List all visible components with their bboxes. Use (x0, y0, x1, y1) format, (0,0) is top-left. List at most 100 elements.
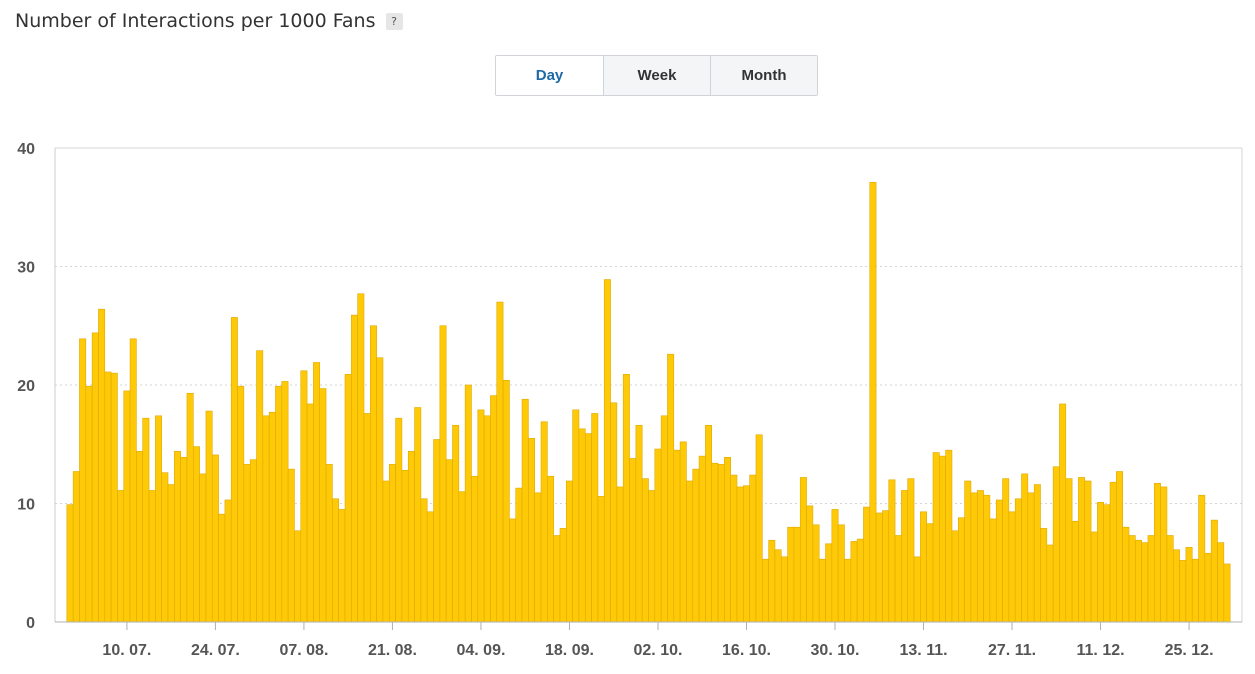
bar[interactable] (123, 390, 131, 623)
bar[interactable] (174, 451, 181, 623)
bar[interactable] (673, 449, 681, 623)
bar[interactable] (692, 468, 700, 623)
bar[interactable] (1065, 478, 1073, 623)
bar[interactable] (553, 535, 561, 623)
bar[interactable] (496, 301, 504, 623)
bar[interactable] (818, 558, 826, 623)
bar[interactable] (610, 402, 618, 623)
bar[interactable] (1103, 504, 1111, 623)
bar[interactable] (566, 480, 573, 623)
bar[interactable] (275, 385, 283, 623)
bar[interactable] (129, 338, 137, 623)
bar[interactable] (357, 293, 365, 623)
bar[interactable] (420, 498, 428, 623)
bar[interactable] (989, 518, 997, 623)
bar[interactable] (205, 410, 213, 623)
bar[interactable] (572, 409, 580, 623)
bar[interactable] (458, 491, 466, 623)
bar[interactable] (1071, 520, 1079, 623)
bar[interactable] (325, 464, 333, 623)
bar[interactable] (825, 543, 833, 623)
bar[interactable] (1052, 466, 1060, 623)
bar[interactable] (749, 474, 757, 623)
bar[interactable] (395, 417, 403, 623)
bar[interactable] (490, 395, 498, 623)
bar[interactable] (844, 558, 852, 623)
bar[interactable] (736, 486, 744, 623)
bar[interactable] (515, 487, 523, 623)
bar[interactable] (901, 490, 909, 623)
bar[interactable] (648, 490, 656, 623)
bar[interactable] (66, 504, 74, 623)
bar[interactable] (831, 509, 839, 623)
toggle-day-button[interactable]: Day (496, 56, 603, 95)
bar[interactable] (382, 480, 390, 623)
bar[interactable] (351, 314, 358, 623)
bar[interactable] (768, 539, 776, 623)
bar[interactable] (1191, 558, 1199, 623)
bar[interactable] (724, 456, 731, 623)
bar[interactable] (1217, 542, 1225, 623)
bar[interactable] (1002, 478, 1010, 623)
bar[interactable] (679, 441, 687, 623)
bar[interactable] (1109, 481, 1117, 623)
bar[interactable] (920, 511, 927, 623)
bar[interactable] (155, 415, 162, 623)
bar[interactable] (755, 434, 763, 623)
bar[interactable] (1141, 542, 1149, 623)
bar[interactable] (192, 446, 200, 623)
bar[interactable] (509, 518, 517, 623)
bar[interactable] (1027, 492, 1035, 623)
bar[interactable] (945, 449, 953, 623)
bar[interactable] (186, 392, 194, 623)
bar[interactable] (471, 475, 479, 623)
bar[interactable] (281, 381, 289, 623)
bar[interactable] (616, 486, 624, 623)
bar[interactable] (907, 478, 915, 623)
help-icon[interactable]: ? (385, 12, 403, 30)
bar[interactable] (136, 451, 144, 623)
bar[interactable] (426, 511, 434, 623)
bar[interactable] (559, 528, 567, 623)
bar[interactable] (199, 473, 207, 623)
bar[interactable] (313, 362, 321, 623)
bar[interactable] (104, 371, 112, 623)
bar[interactable] (1008, 511, 1016, 623)
bar[interactable] (1040, 528, 1048, 623)
bar[interactable] (1185, 547, 1193, 623)
bar[interactable] (167, 484, 175, 623)
bar[interactable] (622, 374, 630, 623)
bar[interactable] (939, 455, 946, 623)
bar[interactable] (1014, 498, 1022, 623)
bar[interactable] (926, 523, 934, 623)
bar[interactable] (534, 492, 542, 623)
bar[interactable] (85, 385, 93, 623)
bar[interactable] (344, 374, 352, 623)
bar[interactable] (262, 415, 270, 623)
bar[interactable] (439, 325, 447, 623)
bar[interactable] (1021, 473, 1029, 623)
bar[interactable] (477, 409, 485, 623)
bar[interactable] (521, 398, 529, 623)
bar[interactable] (863, 506, 871, 623)
bar[interactable] (243, 464, 251, 623)
bar[interactable] (812, 524, 820, 623)
bar[interactable] (110, 372, 118, 623)
bar[interactable] (629, 458, 637, 623)
bar[interactable] (72, 471, 80, 623)
bar[interactable] (1172, 549, 1180, 623)
bar[interactable] (376, 357, 384, 623)
bar[interactable] (654, 448, 662, 623)
bar[interactable] (591, 413, 599, 623)
bar[interactable] (686, 480, 694, 623)
bar[interactable] (98, 308, 106, 623)
bar[interactable] (799, 477, 807, 623)
bar[interactable] (528, 438, 535, 623)
bar[interactable] (79, 338, 87, 623)
bar[interactable] (837, 524, 845, 623)
bar[interactable] (1033, 484, 1041, 623)
bar[interactable] (1166, 535, 1174, 623)
bar[interactable] (1084, 480, 1092, 623)
bar[interactable] (338, 509, 346, 623)
bar[interactable] (1078, 477, 1086, 623)
